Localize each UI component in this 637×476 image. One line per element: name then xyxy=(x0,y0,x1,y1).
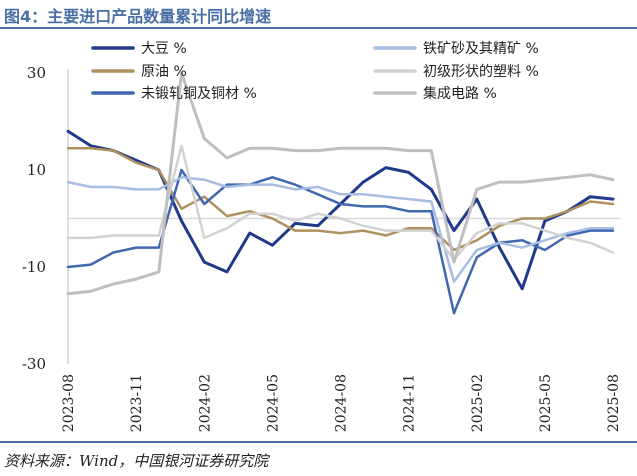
legend-label: 未锻轧铜及铜材 % xyxy=(141,86,257,102)
legend-label: 集成电路 % xyxy=(423,85,497,102)
legend-label: 初级形状的塑料 % xyxy=(423,63,539,80)
series-line xyxy=(66,168,615,315)
y-tick-label: -10 xyxy=(22,258,46,276)
legend-label: 原油 % xyxy=(141,64,187,80)
x-tick-label: 2025-02 xyxy=(470,374,486,432)
x-tick-label: 2025-08 xyxy=(606,374,622,432)
series-line xyxy=(66,144,615,261)
y-tick-label: -30 xyxy=(22,355,46,373)
title-divider xyxy=(0,27,637,29)
footer-divider xyxy=(0,441,637,443)
x-tick-label: 2025-05 xyxy=(538,374,554,432)
x-tick-label: 2024-02 xyxy=(197,374,213,432)
series-line xyxy=(66,176,615,283)
x-tick-label: 2023-11 xyxy=(129,374,145,432)
source-note: 资料来源：Wind，中国银河证券研究院 xyxy=(4,452,269,470)
x-tick-label: 2024-05 xyxy=(265,374,281,432)
legend-label: 大豆 % xyxy=(141,41,187,57)
series-line xyxy=(66,129,615,291)
y-tick-label: 30 xyxy=(27,64,46,82)
x-tick-label: 2024-11 xyxy=(402,374,418,432)
series-line xyxy=(66,146,615,252)
y-tick-label: 10 xyxy=(27,161,46,179)
series-line xyxy=(66,71,615,296)
chart-title: 图4：主要进口产品数量累计同比增速 xyxy=(4,7,272,26)
x-tick-label: 2024-08 xyxy=(334,374,350,432)
legend-label: 铁矿砂及其精矿 % xyxy=(423,41,539,57)
x-tick-label: 2023-08 xyxy=(61,374,77,432)
